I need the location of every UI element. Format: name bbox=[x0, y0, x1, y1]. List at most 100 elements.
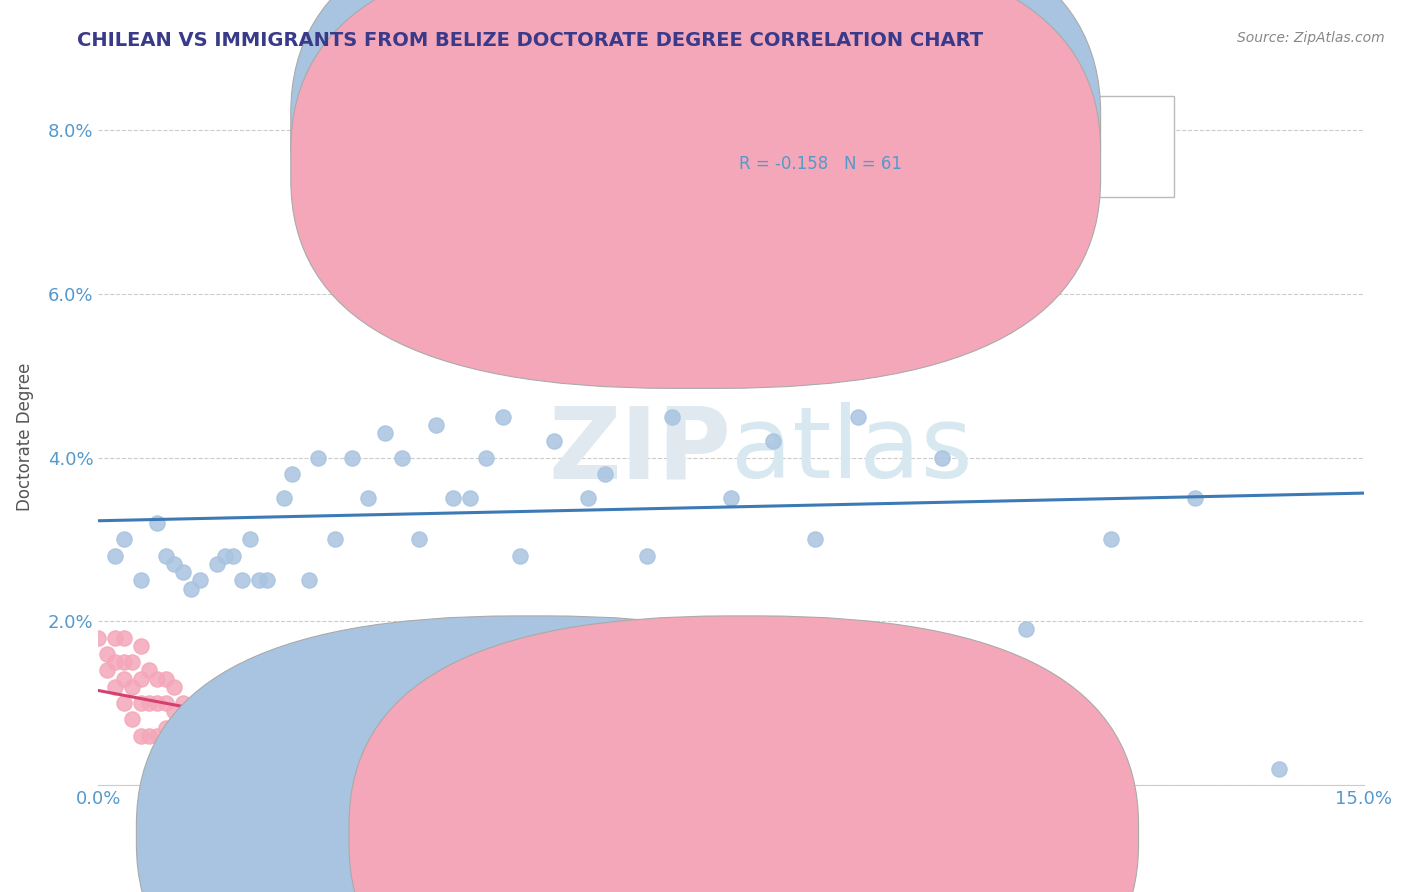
Point bbox=[509, 737, 531, 751]
Point bbox=[104, 631, 127, 645]
Point bbox=[256, 737, 278, 751]
Text: R = -0.158   N = 61: R = -0.158 N = 61 bbox=[738, 155, 901, 173]
Point bbox=[298, 737, 321, 751]
Point bbox=[197, 737, 219, 751]
Point bbox=[146, 729, 169, 743]
Point bbox=[441, 491, 464, 506]
FancyBboxPatch shape bbox=[643, 96, 1174, 197]
Point bbox=[340, 737, 363, 751]
Point bbox=[307, 737, 329, 751]
Point bbox=[104, 680, 127, 694]
Point bbox=[661, 409, 683, 424]
Text: Chileans: Chileans bbox=[557, 826, 627, 844]
Point bbox=[155, 549, 177, 563]
Point bbox=[298, 574, 321, 588]
Point bbox=[239, 533, 262, 547]
Point bbox=[155, 721, 177, 735]
Point bbox=[197, 721, 219, 735]
Text: CHILEAN VS IMMIGRANTS FROM BELIZE DOCTORATE DEGREE CORRELATION CHART: CHILEAN VS IMMIGRANTS FROM BELIZE DOCTOR… bbox=[77, 31, 983, 50]
Text: Immigrants from Belize: Immigrants from Belize bbox=[769, 826, 963, 844]
Point bbox=[273, 491, 295, 506]
Point bbox=[146, 696, 169, 710]
Point bbox=[1099, 533, 1122, 547]
Point bbox=[87, 631, 110, 645]
Point bbox=[281, 737, 304, 751]
Point bbox=[129, 574, 152, 588]
Point bbox=[214, 713, 236, 727]
Point bbox=[610, 246, 633, 260]
Text: ZIP: ZIP bbox=[548, 402, 731, 500]
Point bbox=[129, 696, 152, 710]
Point bbox=[1015, 623, 1038, 637]
FancyBboxPatch shape bbox=[136, 615, 927, 892]
Point bbox=[112, 533, 135, 547]
Point bbox=[239, 721, 262, 735]
FancyBboxPatch shape bbox=[291, 0, 1101, 351]
Point bbox=[163, 557, 186, 571]
Point bbox=[636, 549, 658, 563]
Point bbox=[366, 737, 388, 751]
Point bbox=[239, 737, 262, 751]
Point bbox=[155, 696, 177, 710]
Point bbox=[172, 737, 194, 751]
Point bbox=[231, 737, 253, 751]
Point bbox=[551, 737, 574, 751]
Point bbox=[1184, 491, 1206, 506]
Point bbox=[458, 491, 481, 506]
Point bbox=[247, 574, 270, 588]
Point bbox=[231, 574, 253, 588]
Point bbox=[323, 737, 346, 751]
Point bbox=[576, 491, 599, 506]
Point bbox=[374, 425, 396, 440]
Point bbox=[543, 434, 565, 449]
Point bbox=[112, 672, 135, 686]
Point bbox=[172, 696, 194, 710]
Point bbox=[509, 549, 531, 563]
Point bbox=[188, 713, 211, 727]
Point bbox=[112, 631, 135, 645]
Point bbox=[188, 737, 211, 751]
FancyBboxPatch shape bbox=[291, 0, 1101, 388]
Point bbox=[138, 696, 160, 710]
Point bbox=[180, 737, 202, 751]
Text: Source: ZipAtlas.com: Source: ZipAtlas.com bbox=[1237, 31, 1385, 45]
Point bbox=[281, 467, 304, 481]
Point bbox=[138, 729, 160, 743]
Point bbox=[180, 704, 202, 718]
Point bbox=[172, 565, 194, 579]
Point bbox=[205, 737, 228, 751]
Point bbox=[256, 574, 278, 588]
Text: atlas: atlas bbox=[731, 402, 973, 500]
Point bbox=[340, 450, 363, 465]
Point bbox=[425, 737, 447, 751]
FancyBboxPatch shape bbox=[349, 615, 1139, 892]
Point bbox=[96, 647, 118, 661]
Point bbox=[593, 737, 616, 751]
Point bbox=[678, 368, 700, 383]
Point bbox=[129, 729, 152, 743]
Point bbox=[121, 680, 143, 694]
Point bbox=[475, 450, 498, 465]
Point bbox=[163, 680, 186, 694]
Point bbox=[425, 417, 447, 432]
Point bbox=[163, 704, 186, 718]
Point bbox=[121, 655, 143, 669]
Point bbox=[720, 491, 742, 506]
Point bbox=[214, 737, 236, 751]
Point bbox=[222, 721, 245, 735]
Point bbox=[96, 664, 118, 678]
Point bbox=[205, 557, 228, 571]
Point bbox=[323, 533, 346, 547]
Point bbox=[112, 655, 135, 669]
Point bbox=[104, 655, 127, 669]
Point bbox=[593, 467, 616, 481]
Point bbox=[391, 450, 413, 465]
Point bbox=[138, 664, 160, 678]
Point bbox=[129, 672, 152, 686]
Y-axis label: Doctorate Degree: Doctorate Degree bbox=[15, 363, 34, 511]
Point bbox=[146, 516, 169, 530]
Point bbox=[846, 409, 869, 424]
Point bbox=[222, 737, 245, 751]
Point bbox=[222, 549, 245, 563]
Point bbox=[1268, 762, 1291, 776]
